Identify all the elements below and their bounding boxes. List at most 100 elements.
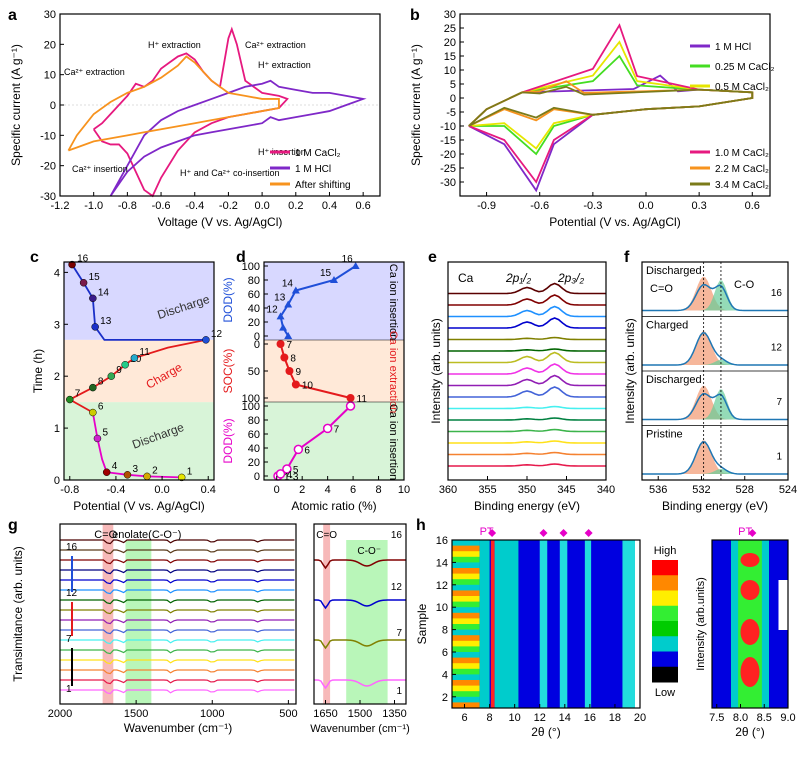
x-axis-label: Potential (V vs. Ag/AgCl) <box>73 499 204 513</box>
x-axis-label: Binding energy (eV) <box>662 499 768 513</box>
panel-label: d <box>236 249 246 266</box>
x-tick-label: -1.0 <box>84 200 103 212</box>
inset-ir-spectrum <box>313 559 406 570</box>
inset-heatmap-peak <box>740 553 760 567</box>
open-point <box>275 469 286 479</box>
y-tick-label: 0 <box>50 100 56 112</box>
colorbar-cell <box>652 636 678 652</box>
point-label: 7 <box>287 340 293 351</box>
heatmap-cell <box>452 696 480 703</box>
x-tick-label: 0.2 <box>288 200 303 212</box>
ir-spectrum <box>60 599 295 605</box>
colorbar-cell <box>652 621 678 637</box>
sample-number: 16 <box>771 288 783 299</box>
heatmap-cell <box>559 540 568 708</box>
series-line-2 <box>109 79 367 197</box>
ir-spectrum <box>60 549 295 555</box>
phase-marker <box>584 529 593 537</box>
point-label: 6 <box>98 402 104 413</box>
heatmap-cell <box>452 590 480 597</box>
heatmap-cell <box>452 568 480 575</box>
spectrum-line <box>448 440 606 444</box>
x-tick-label: -0.2 <box>219 200 238 212</box>
x-tick-label: -0.6 <box>152 200 171 212</box>
inset-x-tick-label: 1650 <box>313 708 337 720</box>
y-tick-label: -5 <box>446 107 456 119</box>
y-tick-label: 60 <box>248 429 260 441</box>
point-label: 6 <box>304 445 310 456</box>
annotation: H⁺ extraction <box>258 60 311 70</box>
panel-label: a <box>8 7 17 24</box>
inset-x-axis-label: 2θ (°) <box>735 725 764 739</box>
panel-label: b <box>410 7 420 24</box>
y-tick-label: -25 <box>440 163 456 175</box>
heatmap-cell <box>452 601 480 608</box>
y-tick-label: 30 <box>44 9 56 21</box>
point-label: 11 <box>357 394 368 405</box>
x-tick-label: -0.4 <box>106 484 125 496</box>
y-tick-label: 10 <box>436 602 448 614</box>
axes-frame <box>59 523 297 705</box>
x-tick-label: 340 <box>597 484 615 496</box>
point-label: 5 <box>293 465 299 476</box>
y-axis-label: DOD(%) <box>221 418 235 463</box>
y-axis-label: DOD(%) <box>221 277 235 322</box>
y-tick-label: -10 <box>440 121 456 133</box>
colorbar-cell <box>652 575 678 591</box>
x-tick-label: 2 <box>299 484 305 496</box>
legend-entry: 1 M HCl <box>295 164 331 175</box>
phase-marker <box>488 529 497 537</box>
y-tick-label: 8 <box>442 625 448 637</box>
y-axis-label: Time (h) <box>31 349 45 393</box>
inset-x-tick-label: 1350 <box>382 708 406 720</box>
y-tick-label: -30 <box>440 177 456 189</box>
y-tick-label: 0 <box>254 471 260 483</box>
x-tick-label: 0.3 <box>691 200 706 212</box>
inset-heatmap-peak <box>740 580 760 600</box>
heatmap-cell <box>452 556 480 563</box>
y-tick-label: 100 <box>242 261 260 273</box>
x-tick-label: 345 <box>557 484 575 496</box>
colorbar-label: Low <box>655 687 675 699</box>
y-tick-label: 50 <box>248 366 260 378</box>
x-tick-label: 6 <box>350 484 356 496</box>
panel-label: h <box>416 517 426 534</box>
peak-label: 2p₃/₂ <box>557 271 584 285</box>
inset-phase-marker-label: PT <box>738 526 752 538</box>
inset-ir-spectrum <box>313 599 406 610</box>
y-tick-label: 40 <box>248 443 260 455</box>
panel-label: c <box>30 249 39 266</box>
heatmap-cell <box>452 702 480 709</box>
x-tick-label: 16 <box>584 712 596 724</box>
colorbar-label: High <box>654 545 677 557</box>
x-tick-label: -0.3 <box>583 200 602 212</box>
ir-spectrum <box>60 589 295 595</box>
inset-y-axis-label: Intensity (arb.units) <box>695 577 707 671</box>
y-tick-label: -30 <box>40 191 56 203</box>
ir-spectrum <box>60 619 295 625</box>
inset-heatmap-peak <box>740 619 760 645</box>
x-tick-label: 528 <box>736 484 754 496</box>
heatmap-cell <box>452 624 480 631</box>
region-discharge-top <box>64 262 214 340</box>
x-tick-label: 0.0 <box>254 200 269 212</box>
triangle-point <box>279 323 288 331</box>
inset-sample-number: 1 <box>396 686 402 697</box>
point-label: 9 <box>116 365 122 376</box>
heatmap-cell <box>452 668 480 675</box>
y-tick-label: -20 <box>440 149 456 161</box>
sample-number: 12 <box>771 343 783 354</box>
heatmap-cell <box>622 540 635 708</box>
ir-spectrum <box>60 639 295 645</box>
region-discharge-bottom <box>64 402 214 480</box>
y-tick-label: 16 <box>436 535 448 547</box>
x-tick-label: 10 <box>509 712 521 724</box>
heatmap-cell <box>452 596 480 603</box>
point-label: 11 <box>139 347 150 358</box>
heatmap-cell <box>584 540 592 708</box>
panel-label: e <box>428 249 437 266</box>
spectrum-line <box>448 294 606 306</box>
heatmap-cell <box>452 607 480 614</box>
heatmap-cell <box>452 646 480 653</box>
x-tick-label: 12 <box>534 712 546 724</box>
